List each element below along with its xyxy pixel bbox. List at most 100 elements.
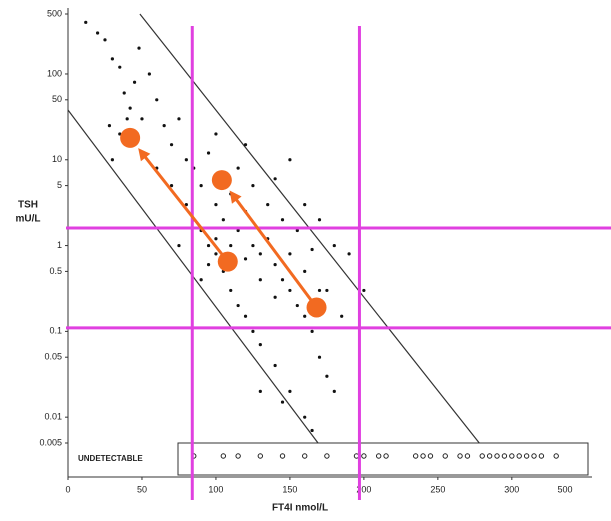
point <box>162 124 166 128</box>
undetectable-point <box>479 453 485 459</box>
point <box>118 65 122 69</box>
point <box>295 303 299 308</box>
point <box>347 252 351 256</box>
undetectable-point <box>324 453 330 459</box>
point <box>229 243 233 248</box>
point <box>288 389 292 393</box>
point <box>206 243 211 248</box>
point <box>107 124 112 128</box>
y-tick-label: 1 <box>57 240 62 250</box>
point <box>303 269 307 273</box>
point <box>236 303 240 308</box>
point <box>251 243 255 248</box>
point <box>288 252 292 256</box>
point <box>258 278 262 282</box>
point <box>214 252 218 256</box>
x-axis-title: FT4I nmol/L <box>272 503 328 514</box>
y-tick-label: 50 <box>52 94 62 104</box>
undetectable-point <box>302 453 308 459</box>
y-tick-label: 100 <box>47 68 62 78</box>
point <box>125 117 129 121</box>
point <box>169 184 174 188</box>
y-tick-label: 0.01 <box>44 412 62 422</box>
point <box>295 228 299 233</box>
point <box>280 400 285 404</box>
undetectable-point <box>220 453 227 459</box>
point <box>110 57 114 61</box>
point <box>128 106 132 110</box>
point <box>251 329 255 333</box>
undetectable-point <box>257 453 264 459</box>
point <box>280 278 285 282</box>
highlight-point <box>120 127 141 148</box>
point <box>288 158 292 162</box>
point <box>303 314 307 318</box>
undetectable-point <box>509 453 515 459</box>
highlight-point <box>217 251 238 272</box>
point <box>229 288 233 293</box>
point <box>214 203 218 207</box>
undetectable-point <box>361 453 367 459</box>
undetectable-box <box>177 442 589 476</box>
undetectable-point <box>235 453 241 459</box>
point <box>177 243 181 248</box>
undetectable-point <box>457 453 463 459</box>
undetectable-point <box>383 453 389 459</box>
point <box>140 117 144 121</box>
point <box>362 288 366 293</box>
point <box>95 31 100 35</box>
undetectable-label: UNDETECTABLE <box>78 454 143 463</box>
point <box>273 363 277 368</box>
point <box>206 263 211 267</box>
point <box>221 218 225 222</box>
point <box>303 415 307 419</box>
point <box>332 389 336 393</box>
point <box>132 80 137 84</box>
undetectable-point <box>464 453 471 459</box>
point <box>103 38 107 42</box>
undetectable-point <box>553 453 559 459</box>
arrow-head <box>138 148 151 162</box>
point <box>243 143 248 147</box>
y-tick-label: 0.1 <box>49 326 62 336</box>
point <box>288 288 292 293</box>
point <box>214 237 218 241</box>
point <box>184 158 188 162</box>
undetectable-point <box>501 453 508 459</box>
point <box>317 288 322 293</box>
y-tick-label: 5 <box>57 180 62 190</box>
point <box>332 243 336 248</box>
x-tick-label: 100 <box>208 484 223 494</box>
point <box>258 252 262 256</box>
point <box>280 218 285 222</box>
point <box>236 166 240 170</box>
highlight-point <box>306 297 327 318</box>
x-tick-label: 200 <box>356 484 371 494</box>
point <box>236 228 240 233</box>
point <box>243 314 248 318</box>
x-tick-label: 0 <box>65 484 70 494</box>
undetectable-point <box>420 453 426 459</box>
x-tick-label: 150 <box>282 484 297 494</box>
point <box>258 343 262 347</box>
y-tick-label: 10 <box>52 154 62 164</box>
point <box>214 132 218 136</box>
point <box>147 72 151 76</box>
undetectable-point <box>486 453 493 459</box>
point <box>325 374 329 378</box>
undetectable-point <box>279 453 286 459</box>
point <box>155 98 159 102</box>
point <box>258 389 262 393</box>
point <box>310 329 314 333</box>
point <box>273 263 277 267</box>
x-tick-label: 50 <box>137 484 147 494</box>
undetectable-point <box>375 453 382 459</box>
y-tick-label: 0.005 <box>39 437 62 447</box>
point <box>169 143 174 147</box>
undetectable-point <box>523 453 530 459</box>
point <box>199 184 203 188</box>
point <box>340 314 344 318</box>
point <box>273 177 277 181</box>
point <box>206 151 211 155</box>
